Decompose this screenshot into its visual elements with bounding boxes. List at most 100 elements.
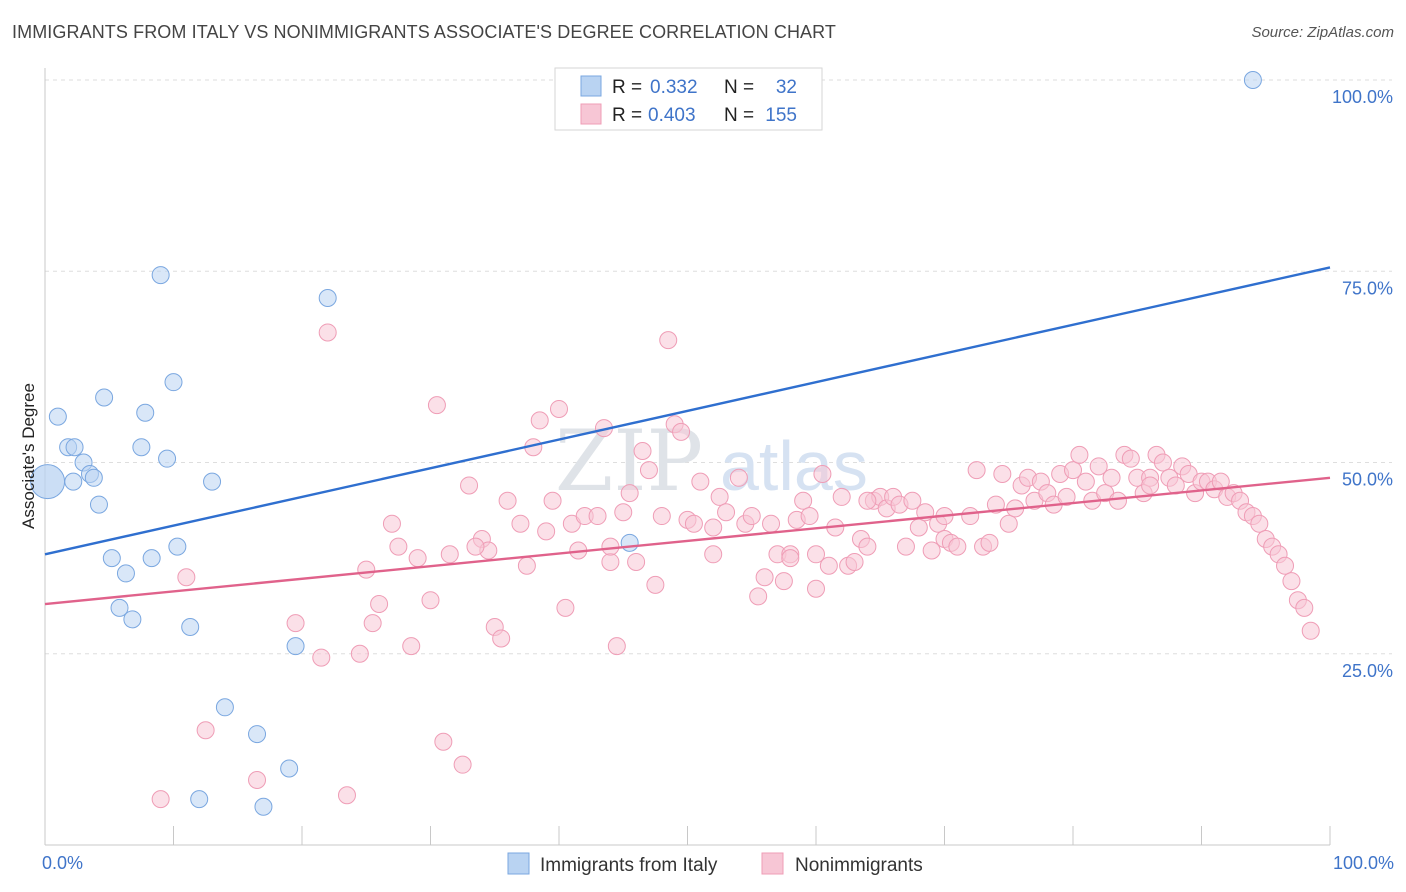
point-nonimmigrant-20	[453, 755, 472, 774]
bottom-legend-swatch-pink	[761, 852, 784, 875]
point-nonimmigrant-92	[948, 537, 967, 556]
point-italy-12	[123, 610, 142, 629]
y-tick-label-25: 25.0%	[1342, 661, 1393, 681]
legend-swatch-blue	[580, 75, 602, 97]
point-nonimmigrant-109	[1064, 461, 1082, 480]
point-nonimmigrant-49	[659, 331, 678, 350]
source-label: Source: ZipAtlas.com	[1251, 24, 1394, 41]
point-nonimmigrant-51	[672, 422, 691, 441]
point-italy-29	[620, 533, 639, 552]
point-nonimmigrant-96	[980, 533, 999, 552]
bottom-legend-label-blue: Immigrants from Italy	[540, 855, 718, 876]
point-nonimmigrant-45	[633, 442, 652, 461]
point-italy-6	[84, 468, 103, 487]
bottom-legend: Immigrants from Italy Nonimmigrants	[507, 852, 923, 876]
legend-n-value-1: 32	[776, 77, 797, 98]
point-nonimmigrant-153	[858, 491, 877, 510]
point-nonimmigrant-152	[781, 549, 800, 568]
point-nonimmigrant-28	[517, 556, 536, 575]
point-nonimmigrant-123	[1153, 453, 1172, 472]
point-nonimmigrant-71	[813, 464, 832, 483]
legend-r-label-1: R =	[612, 77, 642, 98]
point-nonimmigrant-72	[819, 556, 838, 575]
point-italy-16	[151, 266, 170, 285]
point-nonimmigrant-111	[1076, 472, 1095, 491]
point-nonimmigrant-19	[440, 545, 459, 564]
point-nonimmigrant-16	[421, 591, 440, 610]
point-nonimmigrant-13	[389, 537, 408, 556]
point-italy-17	[158, 449, 177, 468]
point-nonimmigrant-4	[286, 614, 305, 633]
point-nonimmigrant-55	[704, 545, 723, 564]
point-nonimmigrant-150	[601, 537, 620, 556]
point-italy-0	[48, 407, 67, 426]
point-nonimmigrant-56	[710, 487, 729, 506]
legend-swatch-pink	[580, 103, 602, 125]
point-italy-9	[102, 549, 121, 568]
point-italy-8	[95, 388, 114, 407]
point-nonimmigrant-53	[684, 514, 703, 533]
point-italy-13	[132, 438, 151, 457]
point-nonimmigrant-26	[498, 491, 517, 510]
point-italy-3	[64, 472, 83, 491]
point-nonimmigrant-44	[627, 552, 646, 571]
point-italy-2	[65, 438, 84, 457]
series-immigrants-from-italy	[30, 71, 1262, 816]
point-nonimmigrant-62	[755, 568, 774, 587]
point-nonimmigrant-40	[601, 552, 620, 571]
point-nonimmigrant-146	[1301, 621, 1320, 640]
trend-line-italy	[44, 266, 1331, 556]
point-nonimmigrant-3	[248, 770, 267, 789]
point-nonimmigrant-17	[427, 396, 446, 415]
point-nonimmigrant-8	[350, 644, 369, 663]
point-nonimmigrant-149	[466, 537, 485, 556]
point-nonimmigrant-108	[1057, 487, 1076, 506]
point-italy-28	[318, 289, 337, 308]
legend-r-value-1: 0.332	[650, 77, 698, 98]
point-nonimmigrant-2	[196, 721, 215, 740]
point-nonimmigrant-54	[691, 472, 710, 491]
point-nonimmigrant-43	[620, 484, 639, 503]
point-italy-26	[280, 759, 299, 778]
point-nonimmigrant-74	[832, 487, 851, 506]
point-nonimmigrant-58	[729, 468, 748, 487]
point-italy-27	[286, 637, 305, 656]
point-nonimmigrant-88	[922, 541, 941, 560]
point-italy-21	[190, 790, 209, 809]
point-nonimmigrant-86	[909, 518, 928, 537]
point-nonimmigrant-0	[151, 790, 170, 809]
y-tick-label-75: 75.0%	[1342, 278, 1393, 298]
point-nonimmigrant-84	[896, 537, 915, 556]
point-nonimmigrant-68	[794, 491, 813, 510]
trend-line-nonimmigrants	[44, 476, 1331, 606]
point-nonimmigrant-65	[774, 572, 793, 591]
gridlines	[45, 79, 1392, 655]
legend-r-value-2: 0.403	[648, 105, 696, 126]
point-nonimmigrant-10	[363, 614, 382, 633]
point-italy-11	[116, 564, 135, 583]
point-italy-10	[110, 598, 129, 617]
point-italy-7	[89, 495, 108, 514]
point-nonimmigrant-11	[370, 595, 389, 614]
x-tick-label-left: 0.0%	[42, 853, 83, 873]
point-nonimmigrant-15	[408, 549, 427, 568]
point-nonimmigrant-94	[967, 461, 986, 480]
point-nonimmigrant-41	[607, 637, 626, 656]
point-nonimmigrant-116	[1108, 491, 1127, 510]
legend-n-label-2: N =	[724, 105, 754, 126]
point-nonimmigrant-57	[717, 503, 736, 522]
point-nonimmigrant-46	[639, 461, 658, 480]
point-nonimmigrant-70	[807, 579, 825, 598]
x-ticks	[173, 826, 1331, 845]
point-italy-14	[136, 403, 155, 422]
point-italy-31	[30, 464, 66, 500]
point-nonimmigrant-7	[337, 786, 356, 805]
point-italy-24	[248, 725, 267, 744]
chart-title: IMMIGRANTS FROM ITALY VS NONIMMIGRANTS A…	[12, 22, 837, 42]
point-nonimmigrant-6	[318, 323, 337, 342]
point-nonimmigrant-34	[556, 598, 575, 617]
point-nonimmigrant-47	[646, 575, 665, 594]
point-nonimmigrant-110	[1070, 445, 1089, 464]
point-nonimmigrant-118	[1121, 449, 1140, 468]
